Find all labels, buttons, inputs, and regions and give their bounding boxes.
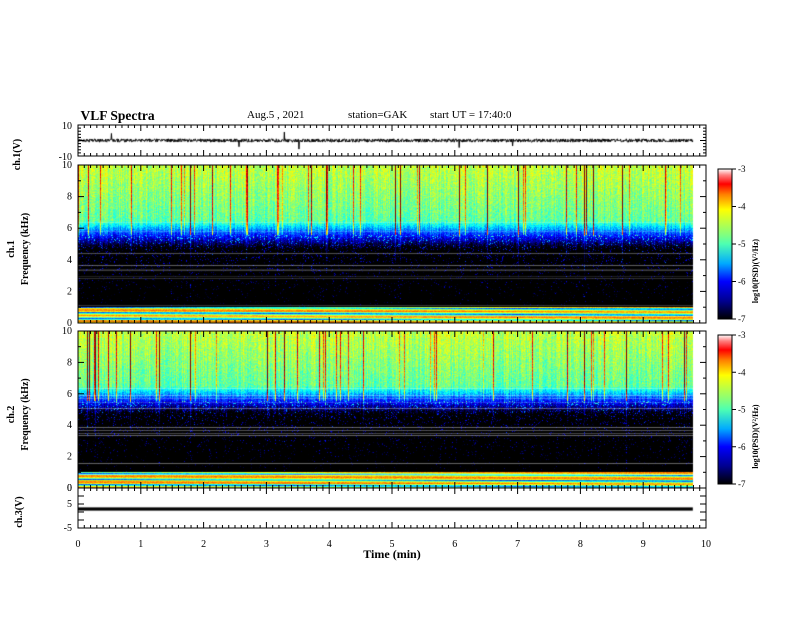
svg-text:1: 1 bbox=[138, 539, 143, 550]
svg-text:10: 10 bbox=[62, 121, 72, 132]
svg-text:8: 8 bbox=[578, 539, 583, 550]
svg-text:ch.2: ch.2 bbox=[6, 406, 17, 424]
svg-text:-6: -6 bbox=[738, 277, 746, 287]
svg-text:2: 2 bbox=[67, 452, 72, 463]
svg-text:3: 3 bbox=[264, 539, 269, 550]
svg-text:10: 10 bbox=[62, 160, 72, 171]
svg-text:Frequency (kHz): Frequency (kHz) bbox=[20, 378, 31, 450]
svg-text:7: 7 bbox=[515, 539, 520, 550]
svg-text:-6: -6 bbox=[738, 442, 746, 452]
svg-text:5: 5 bbox=[67, 499, 72, 510]
svg-text:-7: -7 bbox=[738, 314, 746, 324]
svg-text:10: 10 bbox=[701, 539, 711, 550]
svg-text:2: 2 bbox=[67, 286, 72, 297]
svg-text:-3: -3 bbox=[738, 164, 746, 174]
svg-text:ch.1: ch.1 bbox=[6, 240, 17, 258]
svg-text:-5: -5 bbox=[738, 239, 746, 249]
svg-text:8: 8 bbox=[67, 357, 72, 368]
svg-text:10: 10 bbox=[62, 326, 72, 337]
svg-text:ch.3(V): ch.3(V) bbox=[14, 496, 25, 527]
svg-text:log10(PSD)(V²/Hz): log10(PSD)(V²/Hz) bbox=[751, 404, 760, 469]
svg-text:-7: -7 bbox=[738, 479, 746, 489]
svg-text:0: 0 bbox=[76, 539, 81, 550]
svg-text:9: 9 bbox=[641, 539, 646, 550]
svg-text:-5: -5 bbox=[738, 405, 746, 415]
svg-text:log10(PSD)(V²/Hz): log10(PSD)(V²/Hz) bbox=[751, 239, 760, 304]
svg-text:-5: -5 bbox=[64, 523, 72, 534]
svg-text:Frequency (kHz): Frequency (kHz) bbox=[20, 213, 31, 285]
svg-text:Time (min): Time (min) bbox=[363, 547, 420, 561]
svg-text:ch.1(V): ch.1(V) bbox=[12, 139, 23, 170]
svg-text:6: 6 bbox=[452, 539, 457, 550]
svg-text:-4: -4 bbox=[738, 367, 746, 377]
svg-text:-4: -4 bbox=[738, 202, 746, 212]
svg-text:4: 4 bbox=[327, 539, 332, 550]
svg-text:0: 0 bbox=[67, 483, 72, 494]
svg-text:8: 8 bbox=[67, 192, 72, 203]
svg-text:4: 4 bbox=[67, 255, 72, 266]
svg-text:6: 6 bbox=[67, 223, 72, 234]
svg-text:2: 2 bbox=[201, 539, 206, 550]
svg-text:4: 4 bbox=[67, 420, 72, 431]
svg-text:6: 6 bbox=[67, 389, 72, 400]
svg-text:-3: -3 bbox=[738, 330, 746, 340]
